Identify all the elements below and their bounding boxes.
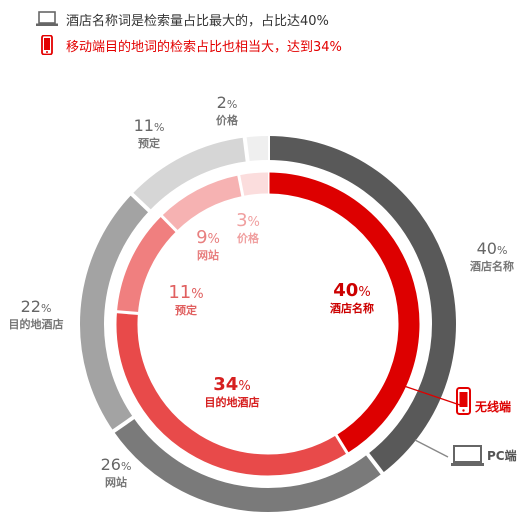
inner-category-label-0: 酒店名称 <box>330 301 374 315</box>
inner-slice-0 <box>267 172 420 454</box>
inner-separator-2 <box>115 310 140 316</box>
slice-labels: 40%酒店名称26%网站22%目的地酒店11%预定2%价格40%酒店名称34%目… <box>9 93 515 489</box>
inner-ring-mobile <box>115 171 420 476</box>
outer-value-label-2: 22% <box>21 297 52 316</box>
inner-separator-4 <box>237 174 245 198</box>
outer-ring-pc <box>80 135 456 512</box>
outer-value-label-0: 40% <box>477 239 508 258</box>
callout-pc-label: PC端 <box>487 448 517 463</box>
legend-mobile-text: 移动端目的地词的检索占比也相当大，达到34% <box>66 39 342 55</box>
inner-value-label-3: 9% <box>196 227 220 248</box>
outer-value-label-3: 11% <box>134 116 165 135</box>
inner-slice-4 <box>238 172 269 196</box>
outer-slice-2 <box>80 194 150 432</box>
outer-separator-1 <box>365 452 385 476</box>
phone-icon <box>456 387 471 415</box>
inner-value-label-1: 34% <box>213 374 250 395</box>
outer-category-label-0: 酒店名称 <box>470 259 514 273</box>
inner-value-label-2: 11% <box>168 282 203 303</box>
outer-slice-3 <box>132 137 248 211</box>
inner-value-label-0: 40% <box>333 280 370 301</box>
inner-category-label-1: 目的地酒店 <box>205 395 260 409</box>
legend: 酒店名称词是检索量占比最大的，占比达40% 移动端目的地词的检索占比也相当大，达… <box>36 6 342 58</box>
outer-separator-3 <box>129 192 152 213</box>
inner-separator-1 <box>334 433 350 455</box>
inner-category-label-2: 预定 <box>175 303 197 317</box>
laptop-icon <box>36 11 66 27</box>
outer-slice-1 <box>113 417 383 512</box>
legend-pc-text: 酒店名称词是检索量占比最大的，占比达40% <box>66 13 329 29</box>
phone-icon <box>36 35 66 55</box>
inner-slice-2 <box>116 216 177 314</box>
legend-pc: 酒店名称词是检索量占比最大的，占比达40% <box>36 6 342 32</box>
outer-separator-4 <box>242 136 250 163</box>
callout-mobile: 无线端 <box>400 384 511 415</box>
outer-slice-4 <box>244 136 269 162</box>
outer-category-label-4: 价格 <box>216 113 239 127</box>
laptop-icon <box>451 445 484 466</box>
outer-value-label-4: 2% <box>217 93 238 112</box>
inner-category-label-4: 价格 <box>237 231 260 245</box>
legend-mobile: 移动端目的地词的检索占比也相当大，达到34% <box>36 32 342 58</box>
callout-pc: PC端 <box>414 439 517 466</box>
outer-category-label-3: 预定 <box>138 136 160 150</box>
inner-value-label-4: 3% <box>236 210 260 231</box>
inner-category-label-3: 网站 <box>197 248 219 262</box>
inner-separator-3 <box>159 214 179 233</box>
outer-separator-2 <box>111 415 136 434</box>
inner-slice-1 <box>116 311 348 476</box>
outer-category-label-1: 网站 <box>105 475 127 489</box>
outer-slice-0 <box>267 136 456 474</box>
inner-slice-3 <box>161 175 244 232</box>
outer-category-label-2: 目的地酒店 <box>9 317 64 331</box>
outer-value-label-1: 26% <box>101 455 132 474</box>
callout-mobile-label: 无线端 <box>474 399 511 414</box>
